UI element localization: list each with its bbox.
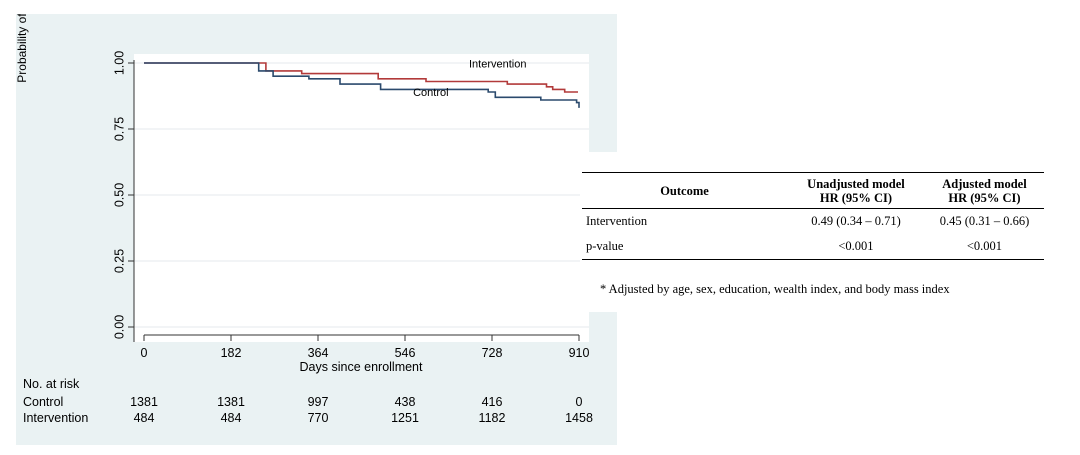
- adjusted-value: <0.001: [924, 234, 1044, 260]
- risk-count: 0: [576, 395, 583, 409]
- risk-count: 1381: [217, 395, 245, 409]
- hazard-ratio-table: Outcome Unadjusted model HR (95% CI) Adju…: [582, 172, 1044, 260]
- risk-row-label: Intervention: [23, 411, 88, 425]
- table-row: p-value <0.001 <0.001: [582, 234, 1044, 260]
- km-chart-panel: 0.00 0.25 0.50 0.75 1.00 0 182 364 546 728 910 Inte…: [16, 14, 617, 445]
- risk-count: 1251: [391, 411, 419, 425]
- risk-count: 1458: [565, 411, 593, 425]
- intervention-series-label: Intervention: [469, 58, 526, 70]
- header-outcome: Outcome: [582, 172, 787, 209]
- km-chart: 0.00 0.25 0.50 0.75 1.00 0 182 364 546 728 910 Inte…: [16, 14, 593, 425]
- risk-count: 997: [308, 395, 329, 409]
- x-tick-label: 728: [482, 346, 503, 360]
- y-tick-label: 0.50: [112, 183, 126, 207]
- risk-count: 438: [395, 395, 416, 409]
- y-tick-label: 0.00: [112, 315, 126, 339]
- header-adjusted: Adjusted model HR (95% CI): [924, 172, 1044, 209]
- x-axis-label: Days since enrollment: [300, 360, 423, 374]
- risk-count: 484: [134, 411, 155, 425]
- x-tick-label: 182: [221, 346, 242, 360]
- x-tick-label: 910: [569, 346, 590, 360]
- risk-count: 1182: [479, 411, 506, 425]
- hazard-ratio-table-card: Outcome Unadjusted model HR (95% CI) Adju…: [580, 152, 1050, 312]
- x-tick-label: 0: [141, 346, 148, 360]
- risk-count: 416: [482, 395, 503, 409]
- row-label: p-value: [582, 234, 787, 260]
- risk-count: 1381: [130, 395, 158, 409]
- plot-area: [134, 54, 589, 342]
- risk-count: 484: [221, 411, 242, 425]
- unadjusted-value: 0.49 (0.34 – 0.71): [811, 214, 901, 228]
- risk-row-label: Control: [23, 395, 63, 409]
- header-unadjusted: Unadjusted model HR (95% CI): [787, 172, 925, 209]
- unadjusted-value: <0.001: [787, 234, 925, 260]
- adjusted-value: 0.45 (0.31 – 0.66): [939, 214, 1030, 228]
- x-tick-label: 364: [308, 346, 329, 360]
- row-label: Intervention: [586, 214, 648, 228]
- control-series-label: Control: [413, 87, 448, 99]
- risk-count: 770: [308, 411, 329, 425]
- y-tick-label: 0.25: [112, 249, 126, 273]
- x-tick-label: 546: [395, 346, 416, 360]
- risk-table-title: No. at risk: [23, 377, 80, 391]
- intervention-curve: [144, 62, 578, 93]
- y-axis-label: Probability of free hypertension: [16, 14, 29, 83]
- table-footnote: * Adjusted by age, sex, education, wealt…: [600, 282, 950, 296]
- table-row: Intervention 0.49 (0.34 – 0.71) 0.45 (0.…: [582, 209, 1044, 235]
- y-tick-label: 0.75: [112, 117, 126, 141]
- control-curve: [144, 62, 580, 108]
- y-tick-label: 1.00: [112, 51, 126, 75]
